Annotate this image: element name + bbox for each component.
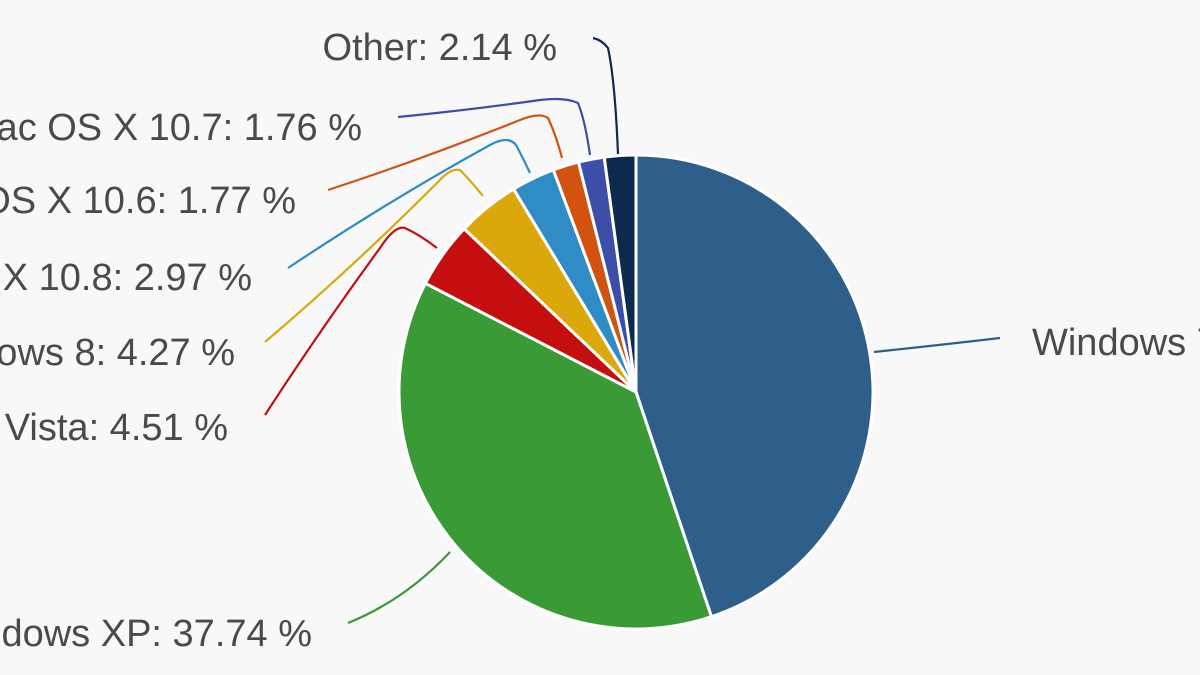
leader-line-windows-8 bbox=[264, 168, 484, 343]
pie-slice-windows-7 bbox=[634, 153, 875, 619]
pie-slice-windows-xp bbox=[397, 281, 714, 631]
slice-label-windows-8: Windows 8: 4.27 % bbox=[0, 332, 235, 374]
pie-slice-other bbox=[602, 153, 638, 393]
leader-line-mac-os-x-10-8 bbox=[287, 138, 531, 269]
leader-line-other bbox=[592, 36, 620, 155]
slice-label-windows-7: Windows 7: 44.85 % bbox=[1032, 322, 1200, 364]
slice-label-windows-xp: Windows XP: 37.74 % bbox=[0, 613, 312, 655]
leader-line-mac-os-x-10-7 bbox=[397, 97, 592, 156]
pie-slices bbox=[397, 153, 875, 631]
slice-label-mac-os-x-10-7: Mac OS X 10.7: 1.76 % bbox=[0, 107, 362, 149]
leader-line-mac-os-x-10-6 bbox=[327, 114, 564, 192]
leader-line-windows-vista bbox=[264, 226, 438, 416]
leader-lines bbox=[264, 36, 1001, 625]
slice-labels: Windows 7: 44.85 % Windows XP: 37.74 % Win… bbox=[0, 27, 1200, 655]
slice-label-mac-os-x-10-8: Mac OS X 10.8: 2.97 % bbox=[0, 257, 252, 299]
leader-line-windows-xp bbox=[347, 551, 451, 625]
slice-label-other: Other: 2.14 % bbox=[323, 27, 557, 69]
leader-line-windows-7 bbox=[873, 336, 1001, 354]
slice-label-mac-os-x-10-6: Mac OS X 10.6: 1.77 % bbox=[0, 180, 296, 222]
slice-label-windows-vista: Windows Vista: 4.51 % bbox=[0, 407, 228, 449]
